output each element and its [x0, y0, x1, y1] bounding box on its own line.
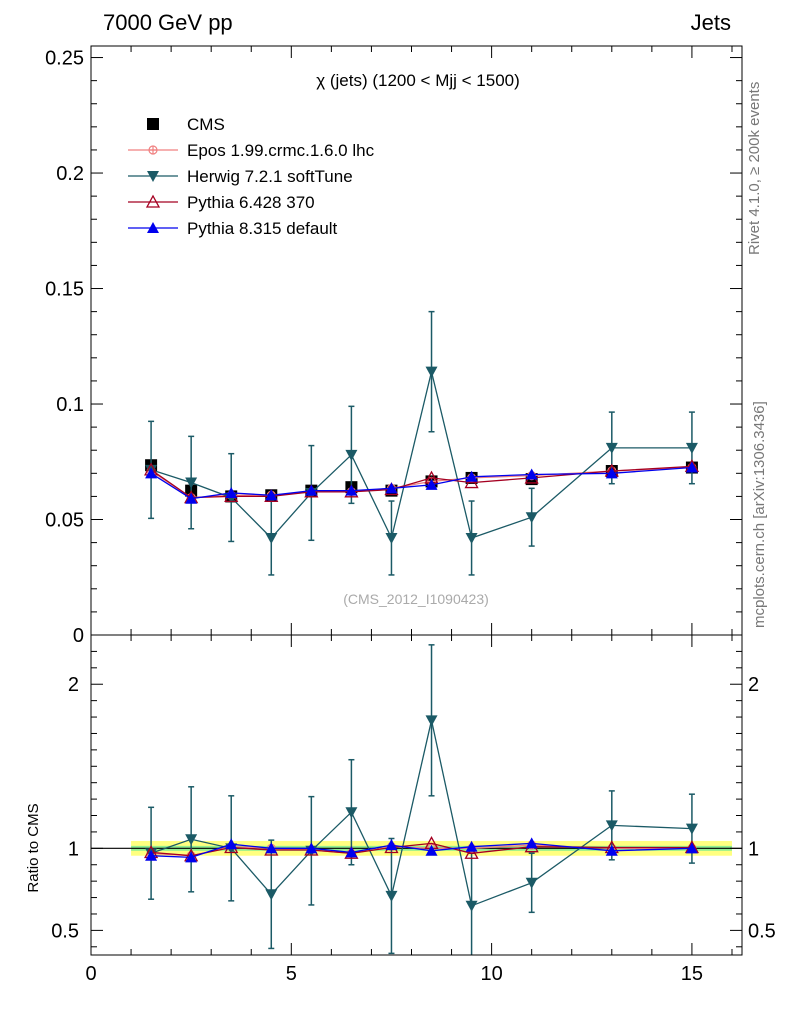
legend-marker [145, 194, 161, 208]
ratio-point-pythia6 [464, 845, 479, 859]
legend-label: Epos 1.99.crmc.1.6.0 lhc [187, 141, 375, 160]
main-y-tick-label: 0.2 [56, 163, 84, 185]
ratio-line-herwig [150, 720, 692, 907]
legend-entry-pythia8: Pythia 8.315 default [128, 219, 338, 238]
ratio-point-herwig [425, 715, 438, 727]
ratio-point-pythia8 [265, 842, 278, 854]
main-point-pythia8 [305, 484, 318, 496]
ratio-panel-frame [90, 634, 743, 956]
legend-entry-cms: CMS [147, 115, 225, 134]
main-y-tick-label: 0.1 [56, 394, 84, 416]
x-tick-label: 0 [85, 963, 96, 985]
ratio-point-herwig [385, 890, 398, 902]
main-panel-series [143, 310, 700, 576]
main-line-pythia6 [150, 465, 692, 499]
main-point-herwig [185, 477, 198, 489]
ratio-point-pythia8 [145, 849, 158, 861]
ratio-point-herwig [685, 823, 698, 835]
ratio-line-pythia8 [151, 842, 692, 859]
legend-label: Pythia 8.315 default [187, 219, 338, 238]
legend-label: Pythia 6.428 370 [187, 193, 315, 212]
ratio-point-pythia8 [465, 840, 478, 852]
main-point-herwig [425, 366, 438, 378]
main-point-pythia8 [385, 482, 398, 494]
ratio-point-herwig [525, 877, 538, 889]
ratio-point-pythia8 [525, 837, 538, 849]
main-point-pythia8 [465, 470, 478, 482]
x-tick-label: 5 [286, 963, 297, 985]
main-point-pythia8 [185, 492, 198, 504]
rivet-side-label: Rivet 4.1.0, ≥ 200k events [746, 82, 763, 255]
main-point-herwig [385, 532, 398, 544]
main-y-tick-label: 0.05 [45, 510, 84, 532]
ratio-y-tick-label: 2 [68, 674, 79, 696]
main-point-pythia8 [265, 489, 278, 501]
main-line-pythia8 [150, 466, 692, 500]
x-tick-label: 15 [681, 963, 703, 985]
main-point-herwig [465, 532, 478, 544]
ratio-y-tick-label: 0.5 [51, 920, 79, 942]
ratio-line-pythia6 [151, 842, 692, 857]
main-panel-frame [90, 45, 743, 636]
main-point-pythia8 [345, 484, 358, 496]
x-tick-label: 10 [480, 963, 502, 985]
ratio-point-herwig [185, 834, 198, 846]
legend-label: Herwig 7.2.1 softTune [187, 167, 353, 186]
ratio-point-herwig [605, 820, 618, 832]
ratio-y-axis-label: Ratio to CMS [25, 803, 42, 892]
ratio-y-tick-label-right: 2 [748, 674, 759, 696]
main-point-herwig [605, 442, 618, 454]
ratio-series-herwig [145, 644, 698, 955]
ratio-point-herwig [345, 807, 358, 819]
ratio-point-pythia8 [685, 842, 698, 854]
legend-entry-herwig: Herwig 7.2.1 softTune [128, 167, 353, 186]
main-line-herwig [150, 371, 692, 540]
ratio-point-pythia8 [225, 838, 238, 850]
main-point-pythia8 [685, 461, 698, 473]
main-point-pythia8 [605, 467, 618, 479]
ratio-y-tick-label-right: 0.5 [748, 920, 776, 942]
ratio-point-pythia8 [185, 851, 198, 863]
ratio-point-pythia8 [305, 842, 318, 854]
legend-marker [147, 118, 159, 130]
main-y-tick-label: 0 [73, 625, 84, 647]
main-point-herwig [525, 512, 538, 524]
header-left-label: 7000 GeV pp [103, 10, 233, 35]
watermark-label: (CMS_2012_I1090423) [343, 591, 489, 607]
header-right-label: Jets [691, 10, 731, 35]
legend-marker [148, 145, 158, 155]
main-series-herwig [145, 310, 698, 576]
main-chart-title: χ (jets) (1200 < Mjj < 1500) [316, 71, 520, 90]
main-point-herwig [685, 442, 698, 454]
legend-entry-pythia6: Pythia 6.428 370 [128, 193, 315, 212]
main-point-herwig [345, 449, 358, 461]
ratio-point-pythia8 [425, 844, 438, 856]
main-point-pythia8 [225, 486, 238, 498]
ratio-point-herwig [265, 889, 278, 901]
main-point-herwig [265, 532, 278, 544]
ratio-panel-series [143, 644, 700, 955]
ratio-point-pythia8 [345, 846, 358, 858]
mcplots-side-label: mcplots.cern.ch [arXiv:1306.3436] [751, 401, 768, 628]
ratio-point-herwig [465, 900, 478, 912]
legend: CMS Epos 1.99.crmc.1.6.0 lhc Herwig 7.2.1 … [128, 115, 375, 238]
ratio-series-pythia8 [145, 837, 698, 863]
ratio-y-tick-label: 1 [68, 838, 79, 860]
main-point-pythia8 [145, 467, 158, 479]
legend-marker [147, 222, 159, 233]
ratio-point-pythia8 [385, 839, 398, 851]
main-y-tick-label: 0.15 [45, 279, 84, 301]
legend-label: CMS [187, 115, 225, 134]
legend-marker [147, 171, 159, 182]
ratio-point-pythia8 [605, 844, 618, 856]
ratio-y-tick-label-right: 1 [748, 838, 759, 860]
main-point-pythia6 [464, 475, 479, 489]
main-point-pythia8 [525, 468, 538, 480]
main-y-tick-label: 0.25 [45, 48, 84, 70]
main-series-pythia8 [145, 461, 698, 504]
main-point-pythia8 [425, 478, 438, 490]
legend-entry-epos: Epos 1.99.crmc.1.6.0 lhc [128, 141, 375, 160]
